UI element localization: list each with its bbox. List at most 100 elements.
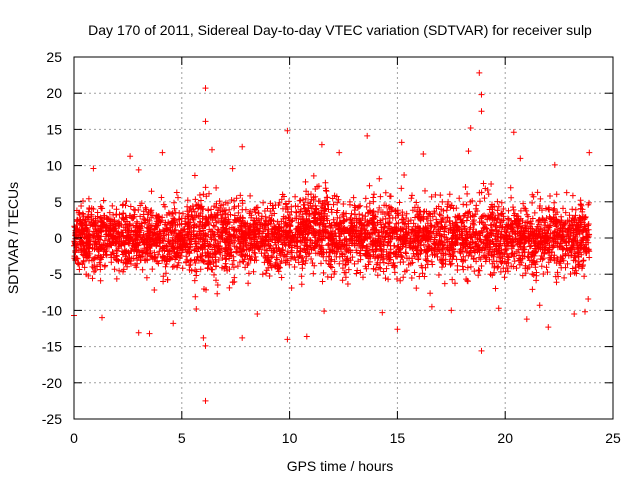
data-point (196, 218, 203, 225)
data-point (493, 233, 500, 240)
data-point (547, 222, 554, 229)
data-point (542, 245, 549, 252)
data-point (154, 213, 161, 220)
data-point (124, 218, 131, 225)
data-point (503, 260, 510, 267)
data-point (374, 259, 381, 266)
data-point (223, 255, 230, 262)
data-point (172, 209, 179, 216)
data-point (450, 246, 457, 253)
data-point (421, 273, 428, 280)
data-point (463, 229, 470, 236)
data-point (567, 271, 574, 277)
data-point (387, 246, 394, 253)
data-point (410, 220, 417, 227)
data-point (237, 192, 244, 199)
data-point (514, 225, 521, 231)
data-point (464, 190, 471, 197)
data-point (538, 263, 545, 270)
data-point (525, 213, 532, 220)
data-point (109, 249, 116, 255)
data-point (519, 252, 526, 259)
data-point (262, 237, 269, 244)
data-point (163, 270, 169, 277)
data-point (525, 254, 532, 261)
data-point (383, 229, 390, 236)
data-point (168, 243, 175, 249)
data-point (557, 225, 564, 232)
data-point (497, 258, 504, 265)
data-point (403, 244, 409, 251)
data-point (369, 209, 376, 216)
data-point (366, 258, 373, 265)
data-point (561, 236, 568, 243)
data-point (358, 229, 365, 236)
data-point (190, 216, 197, 223)
data-point (397, 277, 404, 284)
data-point (260, 199, 267, 206)
data-point (581, 223, 588, 230)
data-point (197, 266, 204, 273)
data-point (558, 256, 565, 262)
y-axis-label: SDTVAR / TECUs (5, 182, 21, 294)
data-point (131, 211, 138, 218)
data-point (259, 271, 266, 278)
data-point (307, 236, 313, 243)
data-point (211, 271, 217, 278)
data-point (126, 254, 133, 261)
data-point (566, 238, 573, 245)
data-point (170, 320, 177, 327)
data-point (571, 240, 577, 246)
data-point (331, 192, 338, 199)
data-point (472, 249, 478, 256)
data-point (312, 186, 319, 192)
data-point (481, 195, 488, 202)
data-point (334, 199, 341, 206)
data-point (393, 248, 400, 255)
data-point (213, 204, 220, 211)
data-point (192, 266, 199, 273)
data-point (210, 260, 217, 266)
data-point (141, 216, 148, 223)
data-point (323, 187, 329, 194)
data-point (418, 262, 425, 269)
data-point (130, 206, 137, 213)
data-point (279, 246, 286, 253)
data-point (188, 231, 195, 238)
data-point (545, 226, 552, 233)
data-point (327, 232, 334, 239)
data-point (370, 265, 377, 272)
data-point (573, 267, 579, 274)
data-point (580, 258, 587, 264)
data-point (294, 229, 301, 236)
data-point (321, 207, 327, 214)
data-point (182, 232, 189, 239)
data-point (288, 285, 295, 291)
data-point (485, 251, 492, 258)
data-point (173, 189, 180, 196)
data-point (554, 269, 561, 276)
data-point (392, 207, 399, 214)
data-point (123, 214, 130, 221)
data-point (263, 270, 269, 277)
data-point (208, 236, 215, 243)
data-point (486, 206, 493, 213)
data-point (227, 211, 234, 218)
data-point (468, 245, 474, 252)
data-points (71, 69, 593, 404)
data-point (435, 246, 442, 253)
data-point (553, 191, 560, 198)
data-point (349, 237, 356, 243)
data-point (500, 213, 507, 220)
data-point (203, 252, 210, 259)
data-point (135, 329, 142, 336)
data-point (298, 238, 305, 245)
data-point (420, 208, 427, 215)
data-point (205, 220, 212, 226)
data-point (381, 224, 388, 231)
data-point (84, 240, 91, 247)
data-point (89, 245, 96, 252)
data-point (554, 209, 561, 216)
data-point (351, 260, 358, 267)
data-point (336, 149, 343, 156)
